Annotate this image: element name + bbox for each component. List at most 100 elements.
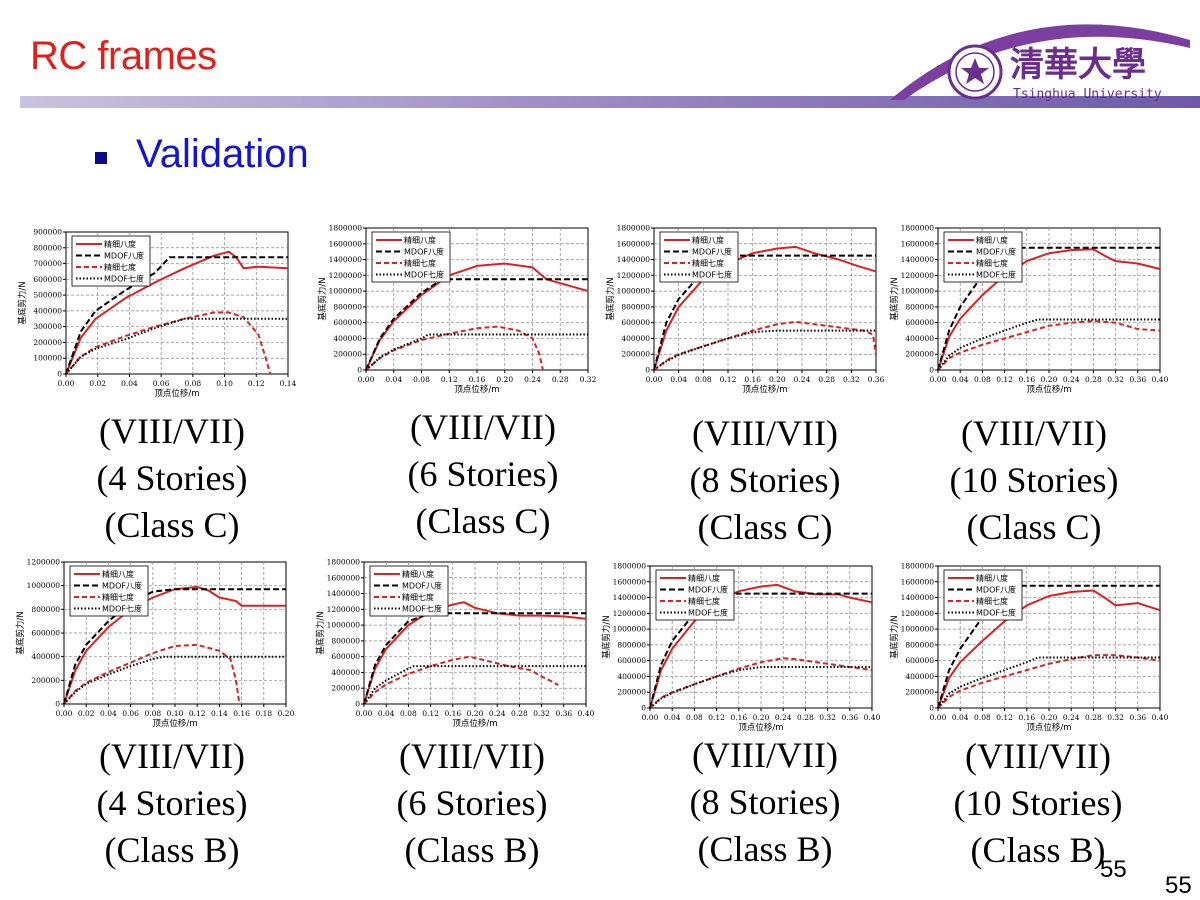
legend-label: 精细七度 bbox=[104, 262, 136, 272]
x-tick-label: 0.28 bbox=[552, 375, 569, 384]
y-tick-label: 200000 bbox=[617, 688, 646, 697]
x-tick-label: 0.32 bbox=[1107, 375, 1124, 384]
legend-label: 精细七度 bbox=[688, 596, 720, 606]
x-tick-label: 0.02 bbox=[89, 379, 106, 388]
legend-label: MDOF八度 bbox=[402, 581, 442, 591]
x-tick-label: 0.16 bbox=[744, 375, 761, 384]
series-line-1 bbox=[937, 584, 1160, 709]
y-tick-label: 600000 bbox=[31, 629, 60, 638]
y-tick-label: 600000 bbox=[905, 318, 934, 327]
legend-label: MDOF七度 bbox=[976, 608, 1016, 618]
x-tick-label: 0.40 bbox=[1152, 713, 1169, 722]
series-line-1 bbox=[649, 592, 872, 709]
series-line-1 bbox=[65, 256, 288, 375]
x-axis-label: 顶点位移/m bbox=[1026, 722, 1071, 733]
x-axis-label: 顶点位移/m bbox=[738, 722, 783, 733]
legend-label: MDOF七度 bbox=[688, 608, 728, 618]
y-tick-label: 1400000 bbox=[617, 255, 651, 264]
page-number: 55 bbox=[1165, 872, 1192, 899]
x-tick-label: 0.04 bbox=[664, 713, 681, 722]
x-tick-label: 0.08 bbox=[686, 713, 703, 722]
legend-label: MDOF七度 bbox=[402, 604, 442, 614]
y-tick-label: 800000 bbox=[331, 636, 360, 645]
x-tick-label: 0.08 bbox=[144, 709, 161, 718]
chart-8-stories-class-b: 0.00 0.04 0.08 0.12 0.16 0.20 0.24 0.28 0.32 0.36… bbox=[601, 562, 881, 734]
y-tick-label: 1200000 bbox=[901, 609, 935, 618]
y-tick-label: 1200000 bbox=[327, 605, 361, 614]
x-tick-label: 0.24 bbox=[1063, 713, 1080, 722]
x-tick-label: 0.18 bbox=[255, 709, 272, 718]
y-tick-label: 400000 bbox=[905, 672, 934, 681]
x-tick-label: 0.36 bbox=[1129, 713, 1146, 722]
legend-label: MDOF七度 bbox=[104, 274, 144, 284]
y-tick-label: 1000000 bbox=[901, 625, 935, 634]
y-tick-label: 400000 bbox=[31, 652, 60, 661]
x-tick-label: 0.16 bbox=[233, 709, 250, 718]
legend-label: MDOF八度 bbox=[688, 585, 728, 595]
legend-label: 精细八度 bbox=[976, 235, 1008, 245]
y-tick-label: 1800000 bbox=[617, 224, 651, 233]
x-tick-label: 0.24 bbox=[794, 375, 811, 384]
y-tick-label: 0 bbox=[357, 366, 362, 375]
legend-label: MDOF七度 bbox=[404, 270, 444, 280]
y-tick-label: 1000000 bbox=[613, 625, 647, 634]
x-tick-label: 0.20 bbox=[1041, 375, 1058, 384]
y-tick-label: 0 bbox=[57, 370, 62, 379]
x-tick-label: 0.20 bbox=[769, 375, 786, 384]
y-tick-label: 1200000 bbox=[329, 271, 363, 280]
caption-10-stories-class-c: (VIII/VII) (10 Stories) (Class C) bbox=[919, 410, 1149, 551]
series-line-0 bbox=[937, 589, 1161, 709]
x-tick-label: 0.00 bbox=[356, 709, 373, 718]
y-tick-label: 400000 bbox=[621, 334, 650, 343]
legend-label: MDOF七度 bbox=[692, 270, 732, 280]
x-tick-label: 0.08 bbox=[400, 709, 417, 718]
y-tick-label: 400000 bbox=[333, 334, 362, 343]
series-line-3 bbox=[937, 318, 1160, 371]
y-axis-label: 基底剪力/N bbox=[17, 281, 28, 324]
y-tick-label: 800000 bbox=[33, 243, 62, 252]
y-tick-label: 1200000 bbox=[617, 271, 651, 280]
x-tick-label: 0.14 bbox=[211, 709, 228, 718]
x-tick-label: 0.28 bbox=[1085, 713, 1102, 722]
caption-line: (10 Stories) bbox=[953, 783, 1123, 823]
x-tick-label: 0.16 bbox=[1018, 713, 1035, 722]
y-tick-label: 200000 bbox=[905, 350, 934, 359]
x-tick-label: 0.12 bbox=[189, 709, 206, 718]
y-tick-label: 0 bbox=[929, 366, 934, 375]
y-tick-label: 1600000 bbox=[901, 239, 935, 248]
x-axis-label: 顶点位移/m bbox=[1026, 384, 1071, 395]
legend-label: MDOF八度 bbox=[692, 247, 732, 257]
caption-line: (Class B) bbox=[697, 829, 833, 869]
x-tick-label: 0.28 bbox=[797, 713, 814, 722]
y-tick-label: 1000000 bbox=[327, 621, 361, 630]
x-tick-label: 0.36 bbox=[1129, 375, 1146, 384]
legend-label: 精细七度 bbox=[402, 592, 434, 602]
y-tick-label: 1800000 bbox=[327, 558, 361, 567]
caption-6-stories-class-b: (VIII/VII) (6 Stories) (Class B) bbox=[357, 733, 587, 874]
tsinghua-logo: 清華大學 Tsinghua University bbox=[890, 24, 1190, 102]
series-line-0 bbox=[65, 250, 289, 375]
x-tick-label: 0.00 bbox=[646, 375, 663, 384]
y-tick-label: 1600000 bbox=[617, 239, 651, 248]
x-tick-label: 0.12 bbox=[708, 713, 725, 722]
series-line-3 bbox=[653, 329, 876, 371]
x-tick-label: 0.08 bbox=[695, 375, 712, 384]
logo-english-name: Tsinghua University bbox=[1013, 87, 1162, 102]
y-axis-label: 基底剪力/N bbox=[889, 615, 900, 658]
x-tick-label: 0.12 bbox=[441, 375, 458, 384]
x-tick-label: 0.16 bbox=[444, 709, 461, 718]
x-tick-label: 0.10 bbox=[167, 709, 184, 718]
x-tick-label: 0.16 bbox=[469, 375, 486, 384]
y-tick-label: 200000 bbox=[31, 676, 60, 685]
y-tick-label: 800000 bbox=[617, 640, 646, 649]
caption-10-stories-class-b: (VIII/VII) (10 Stories) (Class B) bbox=[923, 733, 1153, 874]
x-tick-label: 0.14 bbox=[280, 379, 297, 388]
caption-line: (VIII/VII) bbox=[965, 736, 1111, 776]
series-line-3 bbox=[363, 665, 586, 705]
y-tick-label: 300000 bbox=[33, 322, 62, 331]
caption-line: (Class B) bbox=[404, 830, 540, 870]
caption-line: (VIII/VII) bbox=[99, 736, 245, 776]
y-tick-label: 800000 bbox=[905, 302, 934, 311]
x-tick-label: 0.08 bbox=[413, 375, 430, 384]
x-tick-label: 0.36 bbox=[841, 713, 858, 722]
